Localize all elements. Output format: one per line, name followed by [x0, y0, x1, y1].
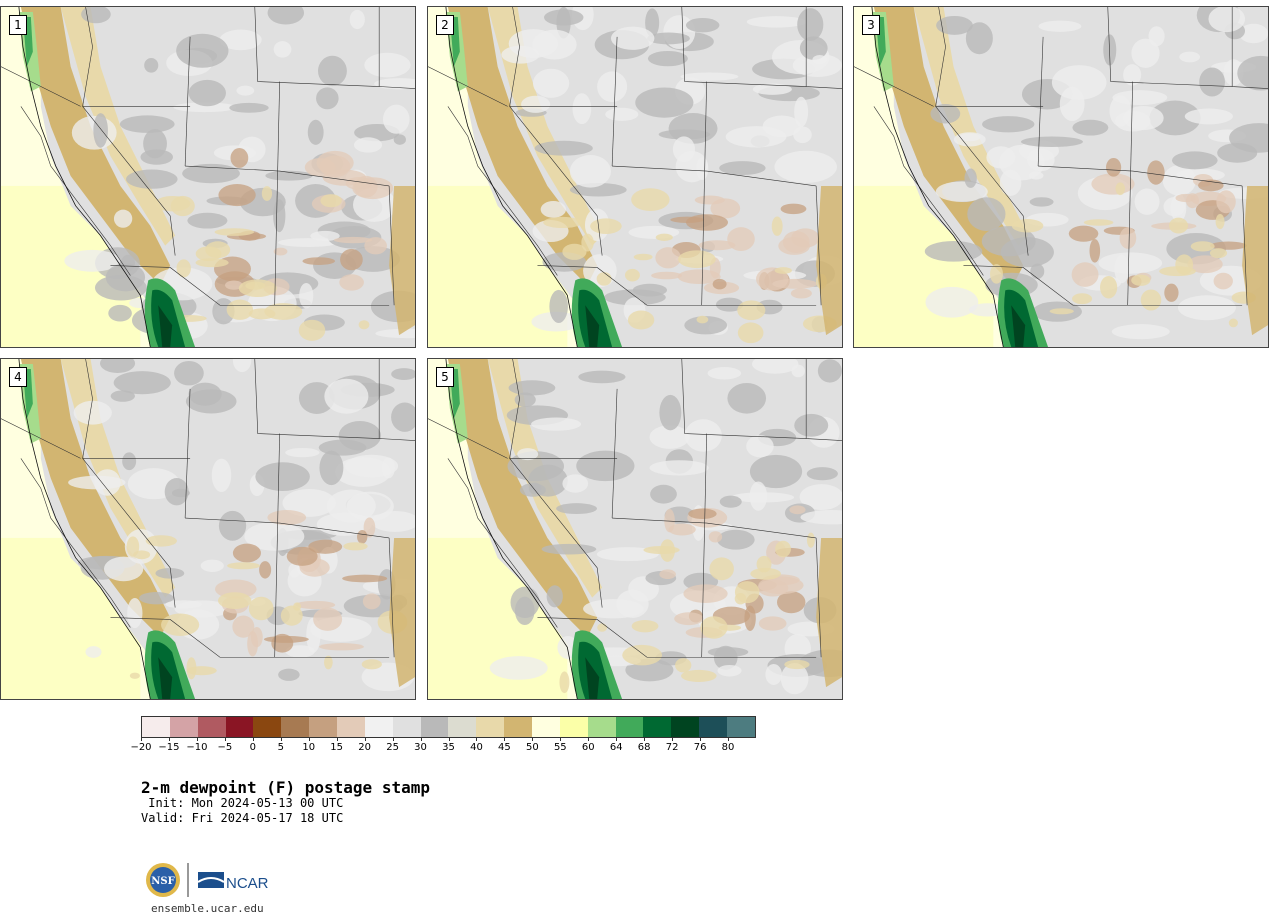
dewpoint-map [1, 359, 415, 699]
colorbar-tick [644, 737, 646, 741]
colorbar-tick [532, 737, 534, 741]
nsf-logo-icon: NSF [146, 863, 180, 897]
colorbar-tick [728, 737, 730, 741]
member-number-label: 4 [9, 367, 27, 387]
dewpoint-map [428, 7, 842, 347]
member-number-label: 2 [436, 15, 454, 35]
colorbar-swatch [671, 717, 700, 737]
colorbar-tick-label: 5 [277, 742, 284, 753]
colorbar-tick [700, 737, 702, 741]
colorbar-swatch [699, 717, 728, 737]
colorbar-tick [420, 737, 422, 741]
colorbar-swatch [337, 717, 365, 737]
colorbar-swatch [727, 717, 755, 737]
colorbar-tick [616, 737, 618, 741]
colorbar-tick-label: −20 [130, 742, 152, 753]
colorbar-tick-label: 50 [525, 742, 539, 753]
colorbar-swatch [615, 717, 644, 737]
colorbar-tick [364, 737, 366, 741]
colorbar-tick-label: 40 [470, 742, 483, 753]
dewpoint-map [1, 7, 415, 347]
colorbar-tick-label: 35 [442, 742, 455, 753]
stamp-panel-4: 4 [0, 358, 416, 700]
dewpoint-map [428, 359, 842, 699]
colorbar-swatch [197, 717, 226, 737]
stamp-panel-3: 3 [853, 6, 1269, 348]
colorbar-swatch [225, 717, 254, 737]
colorbar-swatch [309, 717, 338, 737]
colorbar-tick [224, 737, 226, 741]
stamp-panel-2: 2 [427, 6, 843, 348]
member-number-label: 1 [9, 15, 27, 35]
colorbar-tick-label: 80 [721, 742, 735, 753]
stamp-panel-5: 5 [427, 358, 843, 700]
colorbar-tick [392, 737, 394, 741]
colorbar-tick-label: −5 [217, 742, 233, 753]
colorbar-tick [588, 737, 590, 741]
colorbar-tick [280, 737, 282, 741]
colorbar-tick [336, 737, 338, 741]
chart-title: 2-m dewpoint (F) postage stamp [141, 778, 430, 797]
colorbar-swatch [532, 717, 560, 737]
colorbar-tick-labels: −20 −15 −10 −5 0 5 10 15 20 25 30 35 40 45 50 55 60 64 68 7… [0, 742, 800, 758]
colorbar-swatch [643, 717, 672, 737]
colorbar-tick-label: 60 [581, 742, 595, 753]
colorbar-tick-label: 45 [498, 742, 511, 753]
colorbar-tick-label: 30 [414, 742, 427, 753]
colorbar-tick [308, 737, 310, 741]
colorbar-swatch [587, 717, 616, 737]
colorbar-tick-label: 76 [693, 742, 707, 753]
colorbar-swatch [504, 717, 533, 737]
colorbar-swatch [364, 717, 393, 737]
colorbar-tick [252, 737, 254, 741]
colorbar-swatch [476, 717, 505, 737]
stamp-panel-1: 1 [0, 6, 416, 348]
colorbar-swatch [142, 717, 170, 737]
colorbar-tick-label: 0 [249, 742, 256, 753]
member-number-label: 5 [436, 367, 454, 387]
colorbar-swatch [169, 717, 198, 737]
colorbar-tick-label: 55 [553, 742, 567, 753]
valid-time: Valid: Fri 2024-05-17 18 UTC [141, 811, 344, 825]
colorbar [141, 716, 756, 738]
init-time: Init: Mon 2024-05-13 00 UTC [141, 796, 344, 810]
colorbar-tick [476, 737, 478, 741]
colorbar-tick-label: −15 [158, 742, 180, 753]
colorbar-tick [560, 737, 562, 741]
site-url: ensemble.ucar.edu [151, 902, 264, 915]
colorbar-tick-label: 72 [665, 742, 679, 753]
colorbar-tick-label: 68 [637, 742, 651, 753]
ncar-logo-icon: NCAR [197, 872, 269, 892]
svg-text:NCAR: NCAR [226, 875, 269, 892]
colorbar-tick [672, 737, 674, 741]
colorbar-tick-label: 20 [358, 742, 371, 753]
colorbar-tick [196, 737, 198, 741]
colorbar-tick-label: 10 [302, 742, 316, 753]
member-number-label: 3 [862, 15, 880, 35]
colorbar-swatch [448, 717, 477, 737]
colorbar-tick [504, 737, 506, 741]
colorbar-swatch [420, 717, 449, 737]
colorbar-tick [141, 737, 142, 741]
colorbar-tick-label: −10 [186, 742, 208, 753]
colorbar-tick-label: 64 [609, 742, 623, 753]
colorbar-swatch [281, 717, 310, 737]
colorbar-tick [448, 737, 450, 741]
colorbar-tick-label: 15 [330, 742, 344, 753]
colorbar-swatch [559, 717, 588, 737]
nsf-ncar-logos: NSF NCAR [146, 863, 269, 897]
svg-text:NSF: NSF [151, 876, 174, 887]
colorbar-swatch [392, 717, 421, 737]
colorbar-swatch [253, 717, 282, 737]
dewpoint-map [854, 7, 1268, 347]
colorbar-tick-label: 25 [386, 742, 399, 753]
colorbar-tick [168, 737, 170, 741]
